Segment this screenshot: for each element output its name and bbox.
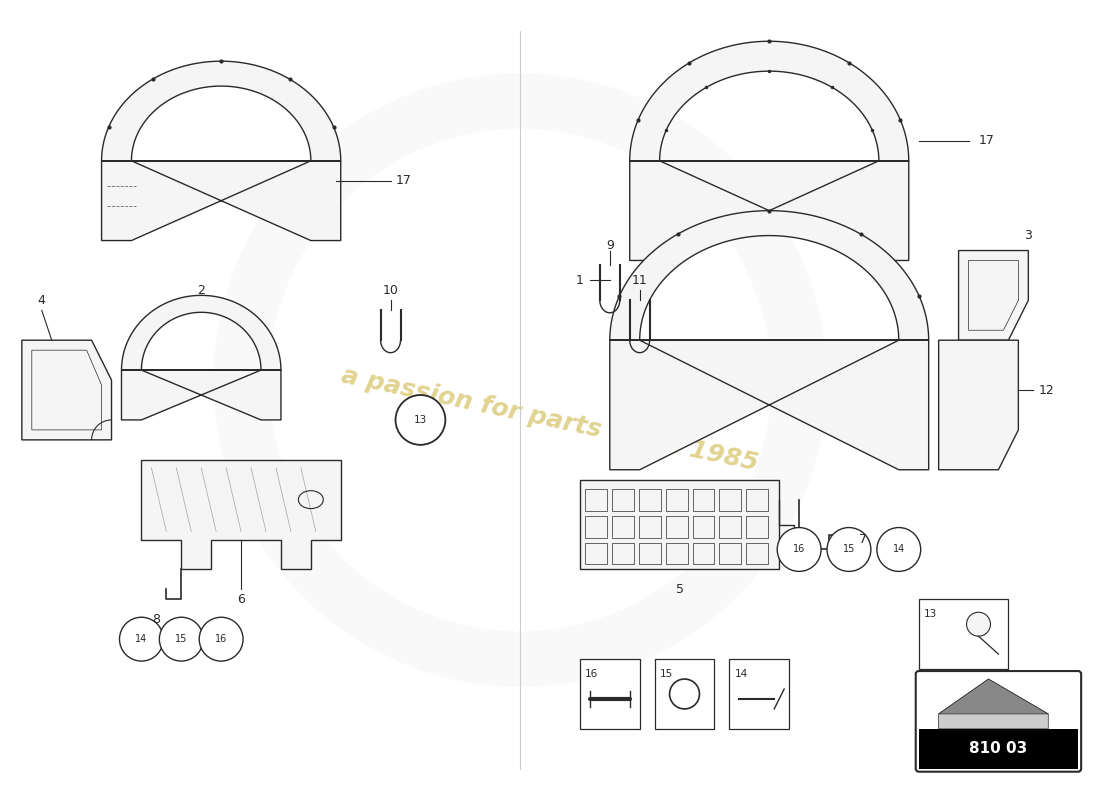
Text: 3: 3	[1024, 229, 1032, 242]
Text: 5: 5	[675, 583, 683, 596]
Bar	[580, 659, 640, 729]
Bar	[918, 599, 1009, 669]
Bar	[639, 489, 661, 510]
Text: 7: 7	[859, 533, 867, 546]
Polygon shape	[958, 250, 1028, 340]
Text: 9: 9	[606, 239, 614, 252]
Bar	[612, 489, 634, 510]
Bar	[639, 515, 661, 538]
Polygon shape	[142, 460, 341, 570]
Circle shape	[967, 612, 990, 636]
Text: 13: 13	[414, 415, 427, 425]
Text: 10: 10	[383, 284, 398, 297]
Text: 2: 2	[197, 284, 206, 297]
Bar	[746, 542, 768, 565]
Bar	[693, 489, 714, 510]
Text: 14: 14	[735, 669, 748, 679]
Bar	[585, 489, 607, 510]
Text: 16: 16	[585, 669, 598, 679]
Text: 14: 14	[893, 545, 905, 554]
Polygon shape	[609, 210, 928, 470]
Text: 17: 17	[396, 174, 411, 187]
Circle shape	[396, 395, 446, 445]
Text: 14: 14	[135, 634, 147, 644]
Bar	[612, 542, 634, 565]
Text: 810 03: 810 03	[969, 742, 1027, 756]
FancyBboxPatch shape	[915, 671, 1081, 772]
Circle shape	[827, 527, 871, 571]
Text: 16: 16	[793, 545, 805, 554]
Bar	[612, 515, 634, 538]
Bar	[639, 542, 661, 565]
Bar	[666, 542, 688, 565]
Circle shape	[778, 527, 821, 571]
Circle shape	[199, 618, 243, 661]
Bar	[719, 515, 741, 538]
Circle shape	[877, 527, 921, 571]
Circle shape	[160, 618, 204, 661]
Polygon shape	[121, 295, 280, 420]
Bar	[580, 480, 779, 570]
Bar	[729, 659, 789, 729]
Polygon shape	[101, 61, 341, 241]
Bar	[746, 489, 768, 510]
Polygon shape	[22, 340, 111, 440]
Bar	[585, 515, 607, 538]
Bar	[654, 659, 714, 729]
Text: 15: 15	[843, 545, 855, 554]
Text: 1: 1	[576, 274, 584, 287]
Bar	[666, 489, 688, 510]
Text: 8: 8	[153, 613, 161, 626]
Text: a passion for parts since 1985: a passion for parts since 1985	[339, 364, 761, 476]
Text: 12: 12	[1038, 383, 1054, 397]
Text: 11: 11	[631, 274, 648, 287]
Text: 13: 13	[924, 610, 937, 619]
Polygon shape	[938, 679, 1048, 729]
Bar	[693, 515, 714, 538]
Bar	[918, 729, 1078, 769]
Bar	[693, 542, 714, 565]
Text: 17: 17	[979, 134, 994, 147]
Bar	[666, 515, 688, 538]
Circle shape	[120, 618, 163, 661]
Polygon shape	[938, 679, 1048, 714]
Text: 4: 4	[37, 294, 46, 307]
Text: 6: 6	[238, 593, 245, 606]
Bar	[746, 515, 768, 538]
Bar	[719, 542, 741, 565]
Polygon shape	[938, 340, 1019, 470]
Bar	[585, 542, 607, 565]
Text: 15: 15	[175, 634, 187, 644]
Text: 16: 16	[214, 634, 228, 644]
Text: 15: 15	[660, 669, 673, 679]
Polygon shape	[629, 42, 909, 261]
Bar	[719, 489, 741, 510]
